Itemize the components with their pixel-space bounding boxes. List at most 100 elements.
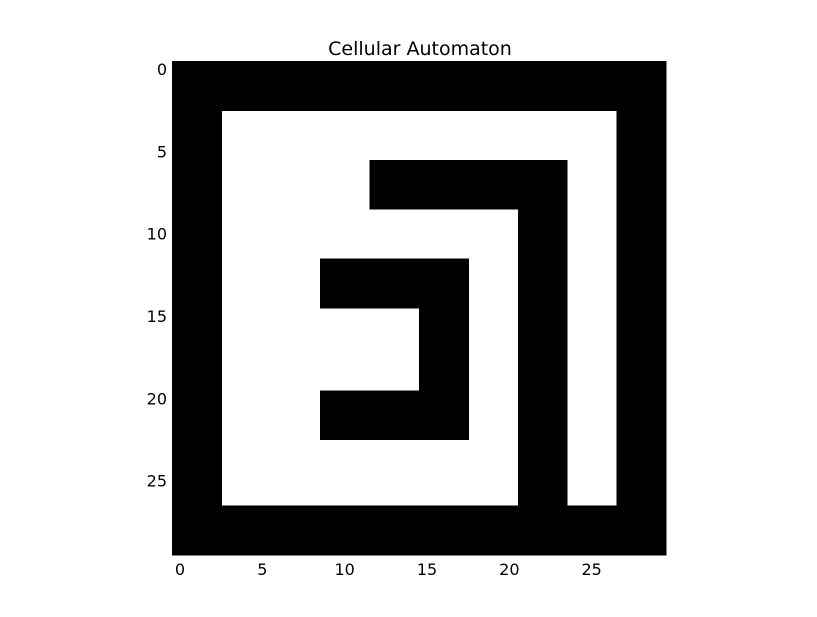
cell-12-21 [517,258,535,276]
cell-10-23 [550,225,568,243]
cell-1-20 [501,77,519,95]
cell-13-28 [633,275,650,292]
cell-20-13 [386,390,403,408]
cell-27-19 [484,505,502,523]
cell-28-12 [369,522,387,539]
cell-7-29 [649,176,667,194]
cell-16-28 [633,324,650,342]
cell-17-29 [649,340,667,358]
cell-18-0 [172,357,189,375]
cell-28-21 [517,522,535,539]
cell-0-14 [402,61,420,78]
cell-27-25 [583,505,601,523]
cell-20-9 [320,390,338,408]
cell-7-20 [501,176,519,194]
cell-17-0 [172,340,189,358]
cell-18-21 [517,357,535,375]
cell-0-9 [320,61,338,78]
cell-29-13 [386,538,403,556]
cell-6-23 [550,159,568,177]
cell-20-23 [550,390,568,408]
cell-21-27 [616,406,634,424]
y-tick-label-0: 0 [157,60,167,79]
cell-26-0 [172,489,189,506]
cell-10-22 [534,225,552,243]
cell-5-28 [633,143,650,161]
cell-10-2 [204,225,222,243]
cell-15-21 [517,308,535,325]
cell-24-28 [633,456,650,474]
cell-28-24 [567,522,585,539]
cell-2-1 [188,93,206,111]
cell-27-9 [320,505,338,523]
cell-2-9 [320,93,338,111]
cell-21-10 [336,406,354,424]
cell-14-15 [419,291,436,309]
cell-21-9 [320,406,338,424]
cell-24-21 [517,456,535,474]
cell-27-15 [419,505,436,523]
cell-0-15 [419,61,436,78]
cell-14-11 [353,291,370,309]
cell-8-29 [649,192,667,210]
cell-2-25 [583,93,601,111]
cell-8-18 [468,192,486,210]
cell-19-23 [550,373,568,391]
cell-23-23 [550,439,568,457]
cell-19-16 [435,373,453,391]
cell-16-22 [534,324,552,342]
cell-13-9 [320,275,338,292]
cell-16-27 [616,324,634,342]
cell-15-23 [550,308,568,325]
cell-22-13 [386,423,403,441]
cell-27-27 [616,505,634,523]
cell-6-12 [369,159,387,177]
cell-22-15 [419,423,436,441]
cell-22-23 [550,423,568,441]
cell-16-15 [419,324,436,342]
cell-21-15 [419,406,436,424]
cell-7-1 [188,176,206,194]
cell-8-0 [172,192,189,210]
cell-26-22 [534,489,552,506]
cell-11-28 [633,242,650,259]
cell-1-7 [287,77,305,95]
cell-3-29 [649,110,667,128]
cell-29-2 [204,538,222,556]
cell-18-29 [649,357,667,375]
cell-22-12 [369,423,387,441]
cell-7-18 [468,176,486,194]
cell-17-27 [616,340,634,358]
cell-23-29 [649,439,667,457]
cell-13-27 [616,275,634,292]
cell-1-3 [221,77,239,95]
cell-27-17 [451,505,469,523]
cell-29-12 [369,538,387,556]
cell-21-12 [369,406,387,424]
cell-28-23 [550,522,568,539]
cell-25-1 [188,472,206,490]
cell-21-14 [402,406,420,424]
cell-19-15 [419,373,436,391]
cell-28-3 [221,522,239,539]
cell-20-10 [336,390,354,408]
cell-24-0 [172,456,189,474]
cell-20-21 [517,390,535,408]
cell-28-26 [600,522,617,539]
cell-19-21 [517,373,535,391]
cell-28-8 [303,522,321,539]
cell-11-22 [534,242,552,259]
cell-2-28 [633,93,650,111]
cell-20-22 [534,390,552,408]
cell-4-29 [649,126,667,144]
cell-27-12 [369,505,387,523]
cell-17-1 [188,340,206,358]
cell-1-4 [237,77,255,95]
cell-7-13 [386,176,403,194]
cell-1-26 [600,77,617,95]
cell-27-2 [204,505,222,523]
cell-6-17 [451,159,469,177]
cell-14-12 [369,291,387,309]
cell-6-29 [649,159,667,177]
cell-14-13 [386,291,403,309]
